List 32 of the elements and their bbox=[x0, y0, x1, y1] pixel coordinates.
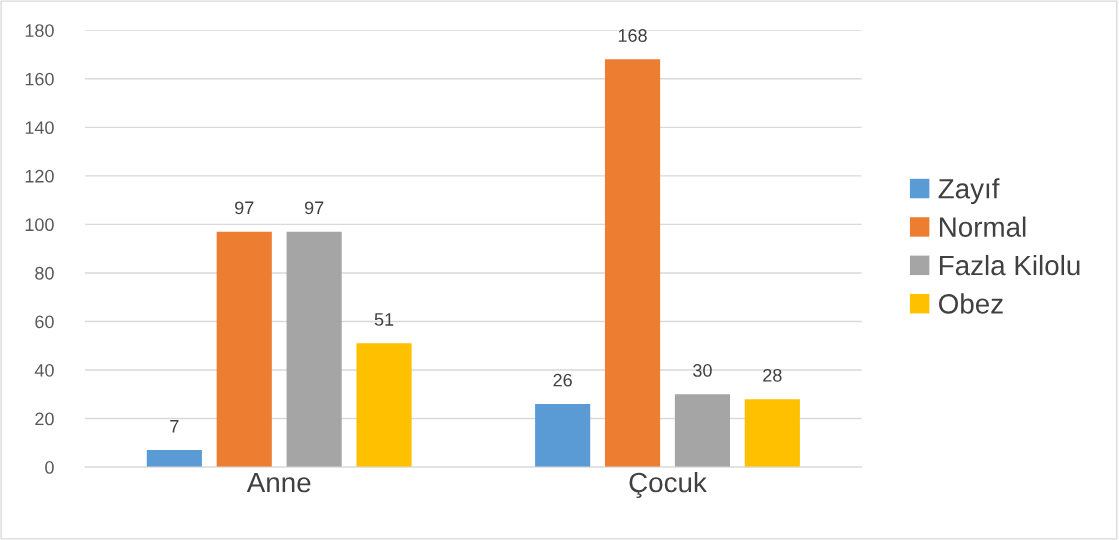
y-tick-label: 80 bbox=[35, 266, 54, 280]
data-label: 7 bbox=[170, 420, 179, 433]
bar bbox=[535, 404, 591, 468]
data-label: 97 bbox=[235, 201, 254, 215]
bar bbox=[674, 394, 730, 468]
bar bbox=[286, 231, 342, 468]
bar bbox=[146, 450, 202, 468]
y-tick-label: 160 bbox=[25, 72, 54, 86]
y-tick-label: 0 bbox=[45, 461, 54, 474]
x-tick-label: Çocuk bbox=[629, 471, 707, 498]
data-label: 30 bbox=[693, 364, 712, 377]
x-tick-label: Anne bbox=[246, 472, 311, 493]
y-tick-label: 40 bbox=[34, 363, 54, 377]
bar bbox=[744, 399, 800, 468]
legend-label: Fazla Kilolu bbox=[939, 254, 1080, 276]
data-label: 168 bbox=[618, 29, 647, 42]
bar bbox=[356, 343, 412, 468]
y-tick-label: 60 bbox=[35, 315, 54, 329]
bar bbox=[216, 231, 272, 468]
legend-label: Zayıf bbox=[938, 178, 1000, 205]
y-tick-label: 180 bbox=[25, 24, 54, 37]
y-tick-label: 100 bbox=[25, 218, 54, 232]
data-label: 26 bbox=[553, 373, 572, 387]
legend-label: Normal bbox=[939, 216, 1026, 237]
legend-label: Obez bbox=[939, 293, 1003, 314]
y-tick-label: 120 bbox=[25, 169, 54, 183]
bar bbox=[604, 59, 661, 468]
y-tick-label: 140 bbox=[25, 121, 54, 135]
data-label: 28 bbox=[763, 368, 782, 382]
data-label: 51 bbox=[374, 313, 394, 326]
y-tick-label: 20 bbox=[35, 412, 54, 426]
data-label: 97 bbox=[304, 201, 324, 215]
